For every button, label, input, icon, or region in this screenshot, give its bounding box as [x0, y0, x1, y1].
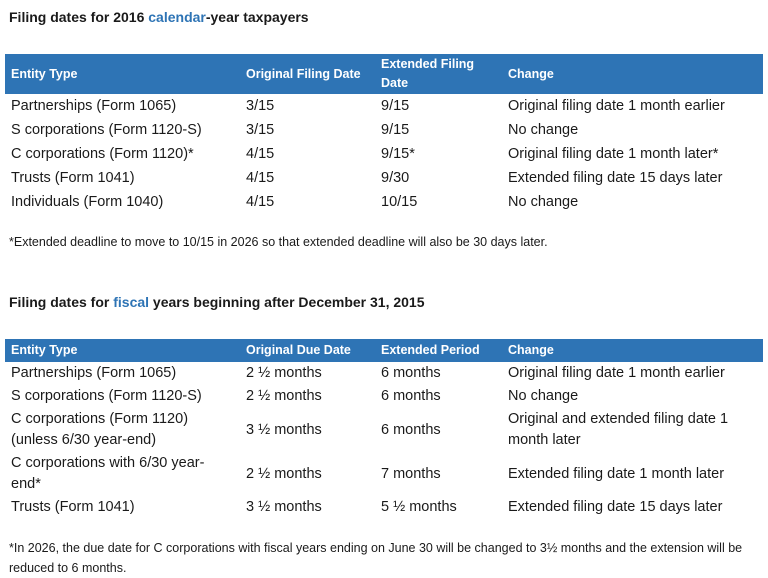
change-cell: Extended filing date 1 month later	[508, 465, 725, 482]
entity-cell: Partnerships (Form 1065)	[11, 365, 177, 381]
extended-period-cell: 6 months	[381, 388, 441, 404]
calendar-year-heading: Filing dates for 2016 calendar-year taxp…	[9, 9, 309, 25]
extended-date-cell: 10/15	[381, 193, 418, 210]
extended-date-cell: 9/15	[381, 121, 410, 138]
table-header-row: Entity Type Original Due Date Extended P…	[5, 339, 763, 362]
extended-period-cell: 5 ½ months	[381, 499, 457, 515]
table-row: Partnerships (Form 1065) 2 ½ months 6 mo…	[5, 362, 763, 385]
entity-cell: C corporations (Form 1120) (unless 6/30 …	[11, 411, 189, 448]
extended-period-cell: 6 months	[381, 421, 441, 438]
original-date-cell: 4/15	[246, 145, 275, 162]
entity-cell: Individuals (Form 1040)	[11, 193, 164, 210]
table-row: C corporations with 6/30 year-end* 2 ½ m…	[5, 452, 763, 496]
table-row: S corporations (Form 1120-S) 2 ½ months …	[5, 385, 763, 408]
fiscal-year-table: Entity Type Original Due Date Extended P…	[5, 339, 763, 519]
original-due-cell: 2 ½ months	[246, 388, 322, 404]
original-due-cell: 3 ½ months	[246, 499, 322, 515]
table-row: Trusts (Form 1041) 4/15 9/30 Extended fi…	[5, 166, 763, 190]
original-date-cell: 3/15	[246, 121, 275, 138]
table-row: Trusts (Form 1041) 3 ½ months 5 ½ months…	[5, 496, 763, 519]
original-date-cell: 4/15	[246, 193, 275, 210]
original-date-cell: 3/15	[246, 97, 275, 114]
entity-cell: C corporations with 6/30 year-end*	[11, 455, 205, 492]
change-cell: Extended filing date 15 days later	[508, 499, 723, 515]
change-cell: Original filing date 1 month earlier	[508, 365, 725, 381]
entity-cell: Partnerships (Form 1065)	[11, 97, 177, 114]
original-due-cell: 2 ½ months	[246, 465, 322, 482]
fiscal-footnote: *In 2026, the due date for C corporation…	[9, 541, 743, 575]
change-cell: Original filing date 1 month later*	[508, 145, 719, 162]
original-due-cell: 3 ½ months	[246, 421, 322, 438]
heading-accent: calendar	[148, 9, 206, 25]
change-cell: No change	[508, 193, 579, 210]
calendar-footnote: *Extended deadline to move to 10/15 in 2…	[9, 235, 548, 249]
col-change: Change	[502, 339, 763, 362]
heading-accent: fiscal	[113, 294, 150, 310]
table-row: Individuals (Form 1040) 4/15 10/15 No ch…	[5, 190, 763, 214]
change-cell: No change	[508, 388, 579, 404]
entity-cell: S corporations (Form 1120-S)	[11, 121, 202, 138]
extended-period-cell: 7 months	[381, 465, 441, 482]
entity-cell: Trusts (Form 1041)	[11, 499, 135, 515]
extended-period-cell: 6 months	[381, 365, 441, 381]
table-row: S corporations (Form 1120-S) 3/15 9/15 N…	[5, 118, 763, 142]
entity-cell: Trusts (Form 1041)	[11, 169, 135, 186]
col-extended-period: Extended Period	[375, 339, 502, 362]
col-change: Change	[502, 54, 763, 94]
change-cell: Original and extended filing date 1 mont…	[508, 411, 729, 448]
col-extended-filing-date: Extended Filing Date	[375, 54, 502, 94]
entity-cell: S corporations (Form 1120-S)	[11, 388, 202, 404]
col-original-due-date: Original Due Date	[240, 339, 375, 362]
table-row: C corporations (Form 1120) (unless 6/30 …	[5, 408, 763, 452]
change-cell: No change	[508, 121, 579, 138]
original-due-cell: 2 ½ months	[246, 365, 322, 381]
extended-date-cell: 9/15*	[381, 145, 415, 162]
original-date-cell: 4/15	[246, 169, 275, 186]
col-entity-type: Entity Type	[5, 54, 240, 94]
col-original-filing-date: Original Filing Date	[240, 54, 375, 94]
change-cell: Extended filing date 15 days later	[508, 169, 723, 186]
fiscal-year-heading: Filing dates for fiscal years beginning …	[9, 294, 425, 310]
entity-cell: C corporations (Form 1120)*	[11, 145, 194, 162]
table-row: C corporations (Form 1120)* 4/15 9/15* O…	[5, 142, 763, 166]
col-entity-type: Entity Type	[5, 339, 240, 362]
extended-date-cell: 9/15	[381, 97, 410, 114]
table-header-row: Entity Type Original Filing Date Extende…	[5, 54, 763, 94]
calendar-year-table: Entity Type Original Filing Date Extende…	[5, 54, 763, 214]
change-cell: Original filing date 1 month earlier	[508, 97, 725, 114]
extended-date-cell: 9/30	[381, 169, 410, 186]
table-row: Partnerships (Form 1065) 3/15 9/15 Origi…	[5, 94, 763, 118]
